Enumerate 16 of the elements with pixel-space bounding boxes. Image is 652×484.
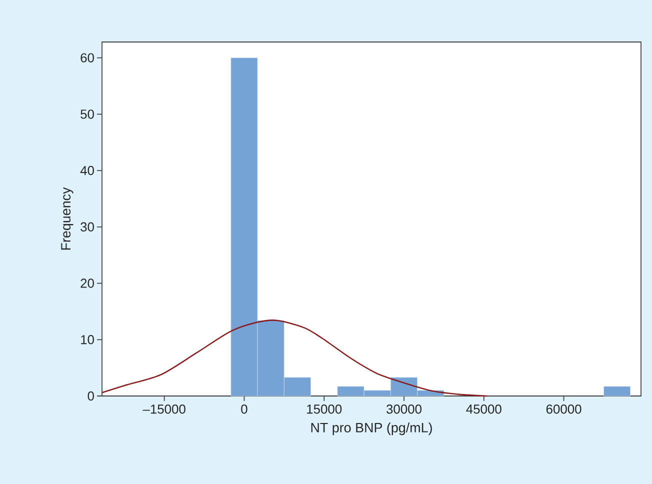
y-tick-label: 60: [80, 53, 94, 62]
y-tick-label: 50: [80, 110, 94, 119]
x-tick-label: 60000: [546, 404, 582, 414]
y-tick-label: 20: [80, 278, 94, 288]
x-axis-title: NT pro BNP (pg/mL): [311, 422, 432, 436]
x-tick-label: –15000: [142, 404, 186, 414]
y-tick-label: 0: [88, 391, 94, 401]
y-tick-label: 40: [80, 166, 94, 176]
y-tick-label: 30: [80, 222, 94, 232]
line-series: [101, 320, 488, 397]
x-tick-label: 0: [241, 404, 248, 414]
x-tick-label: 15000: [307, 404, 342, 414]
x-tick-label: 45000: [466, 404, 502, 414]
x-tick-label: 30000: [386, 404, 422, 414]
y-axis-title: Frequency: [61, 187, 74, 250]
y-tick-label: 10: [81, 335, 94, 344]
